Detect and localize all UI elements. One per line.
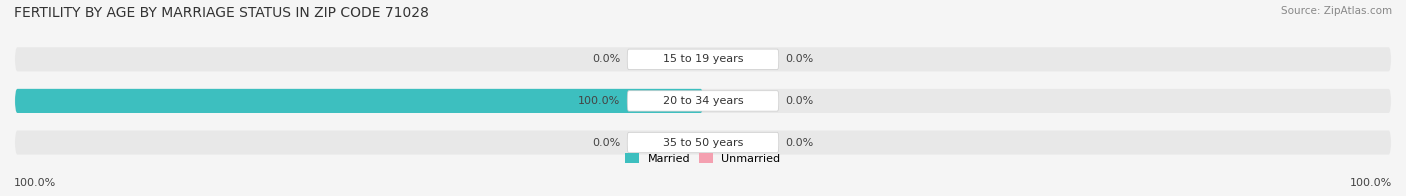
FancyBboxPatch shape [627,91,779,111]
FancyBboxPatch shape [15,131,1391,155]
Text: 0.0%: 0.0% [786,96,814,106]
Text: 20 to 34 years: 20 to 34 years [662,96,744,106]
Text: Source: ZipAtlas.com: Source: ZipAtlas.com [1281,6,1392,16]
FancyBboxPatch shape [15,89,703,113]
Text: 100.0%: 100.0% [578,96,620,106]
FancyBboxPatch shape [627,49,779,70]
Text: 35 to 50 years: 35 to 50 years [662,138,744,148]
Text: 0.0%: 0.0% [592,138,620,148]
FancyBboxPatch shape [627,132,779,153]
Text: 15 to 19 years: 15 to 19 years [662,54,744,64]
Text: 0.0%: 0.0% [786,54,814,64]
Legend: Married, Unmarried: Married, Unmarried [626,153,780,164]
Text: 0.0%: 0.0% [786,138,814,148]
Text: FERTILITY BY AGE BY MARRIAGE STATUS IN ZIP CODE 71028: FERTILITY BY AGE BY MARRIAGE STATUS IN Z… [14,6,429,20]
Text: 0.0%: 0.0% [592,54,620,64]
FancyBboxPatch shape [15,89,1391,113]
Text: 100.0%: 100.0% [1350,178,1392,188]
Text: 100.0%: 100.0% [14,178,56,188]
FancyBboxPatch shape [15,47,1391,71]
